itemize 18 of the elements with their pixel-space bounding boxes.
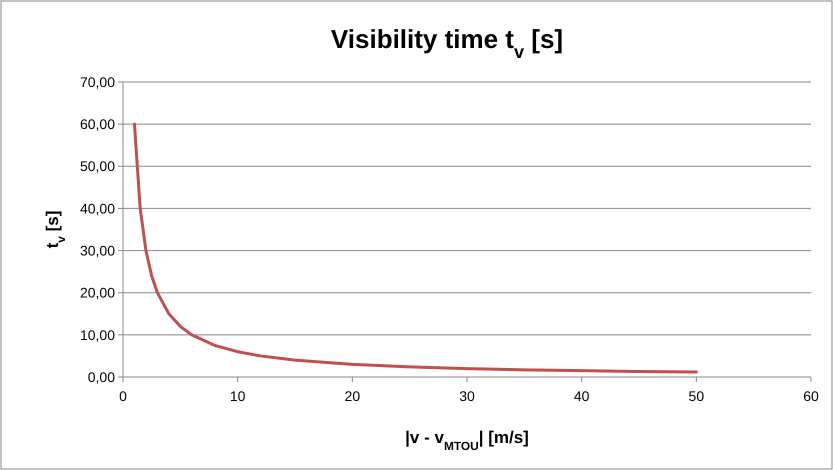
x-tick-label: 20 (344, 388, 360, 404)
x-tick-label: 60 (803, 388, 819, 404)
y-tick-label: 30,00 (80, 242, 116, 258)
chart-title: Visibility time t$_{v}$ [s] (330, 24, 564, 62)
x-axis-title: |v - v$_{MTOU}$| [m/s] (405, 428, 529, 453)
x-tick-label: 40 (574, 388, 590, 404)
y-tick-label: 0,00 (88, 368, 116, 385)
y-tick-label: 70,00 (80, 74, 116, 90)
y-tick-label: 50,00 (80, 158, 116, 174)
x-tick-label: 50 (688, 388, 704, 404)
y-tick-label: 40,00 (80, 200, 116, 216)
y-tick-label: 20,00 (80, 284, 116, 301)
x-tick-label: 0 (119, 388, 128, 404)
y-tick-label: 60,00 (80, 116, 116, 132)
line-series (132, 122, 698, 374)
x-tick-label: 30 (459, 388, 475, 404)
y-tick-label: 10,00 (80, 326, 116, 343)
x-tick-label: 10 (230, 388, 246, 404)
